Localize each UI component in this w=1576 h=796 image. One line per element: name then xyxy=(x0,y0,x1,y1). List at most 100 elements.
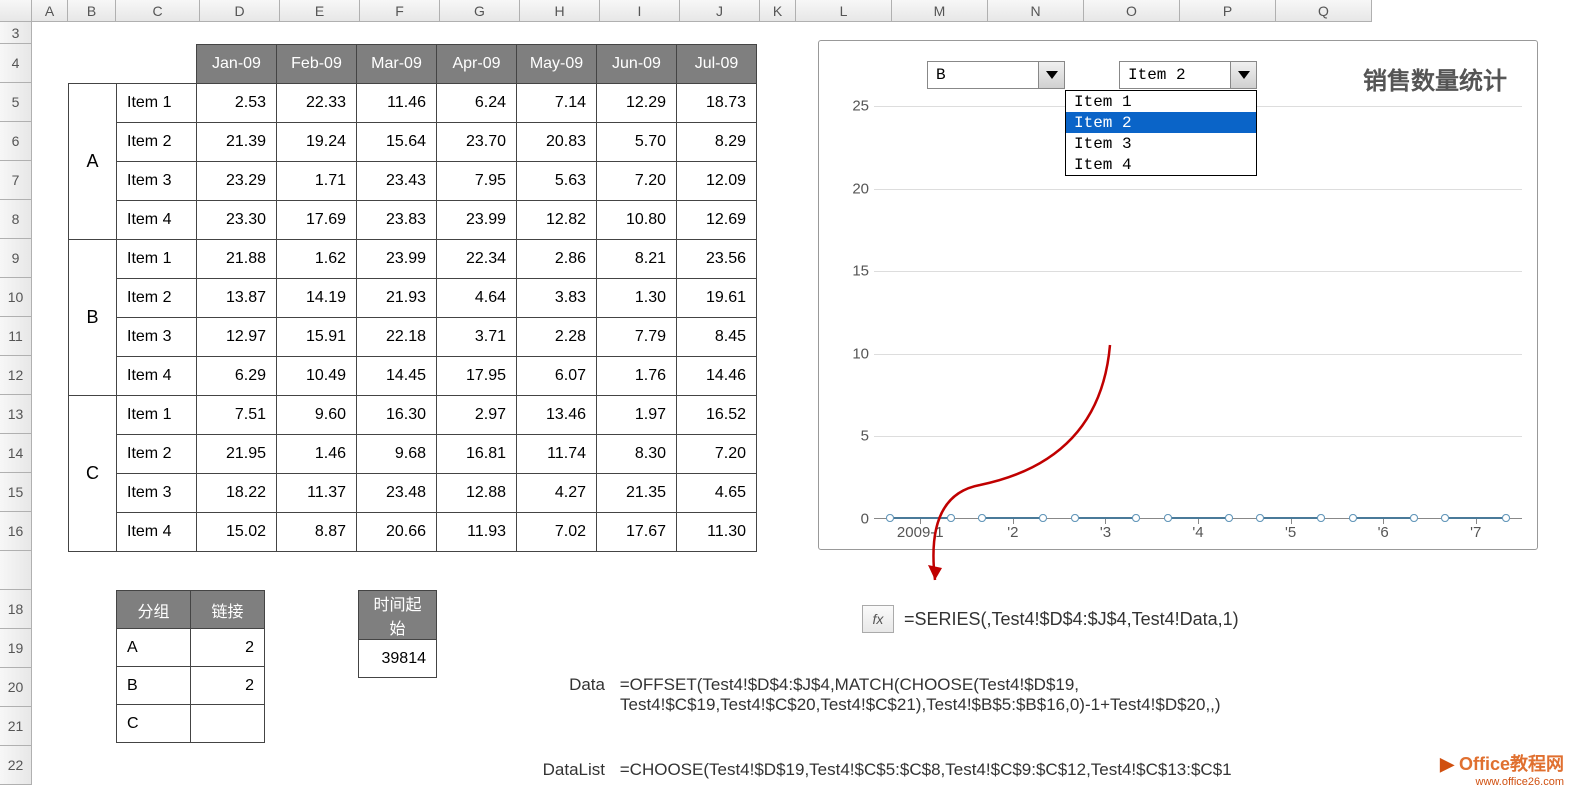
col-header[interactable]: J xyxy=(680,0,760,21)
data-cell[interactable]: 9.60 xyxy=(277,396,357,435)
row-header[interactable]: 8 xyxy=(0,200,32,239)
row-header[interactable]: 13 xyxy=(0,395,32,434)
data-cell[interactable]: 8.87 xyxy=(277,513,357,552)
data-cell[interactable]: 14.45 xyxy=(357,357,437,396)
dropdown-option[interactable]: Item 1 xyxy=(1066,91,1256,112)
col-header[interactable]: K xyxy=(760,0,796,21)
data-cell[interactable]: 2.53 xyxy=(197,84,277,123)
col-header[interactable]: B xyxy=(68,0,116,21)
data-cell[interactable]: 8.29 xyxy=(677,123,757,162)
data-cell[interactable]: 17.95 xyxy=(437,357,517,396)
data-cell[interactable]: 18.22 xyxy=(197,474,277,513)
data-cell[interactable]: 11.93 xyxy=(437,513,517,552)
col-header[interactable]: F xyxy=(360,0,440,21)
data-cell[interactable]: 5.63 xyxy=(517,162,597,201)
data-cell[interactable]: 12.69 xyxy=(677,201,757,240)
data-cell[interactable]: 10.49 xyxy=(277,357,357,396)
data-cell[interactable]: 4.27 xyxy=(517,474,597,513)
data-cell[interactable]: 4.64 xyxy=(437,279,517,318)
data-cell[interactable]: 22.34 xyxy=(437,240,517,279)
data-cell[interactable]: 12.97 xyxy=(197,318,277,357)
data-cell[interactable]: 7.95 xyxy=(437,162,517,201)
data-cell[interactable]: 11.46 xyxy=(357,84,437,123)
row-header[interactable]: 19 xyxy=(0,629,32,668)
row-header[interactable]: 20 xyxy=(0,668,32,707)
col-header[interactable]: E xyxy=(280,0,360,21)
row-header[interactable]: 14 xyxy=(0,434,32,473)
data-cell[interactable]: 1.62 xyxy=(277,240,357,279)
row-header[interactable] xyxy=(0,551,32,590)
col-header[interactable] xyxy=(0,0,32,21)
row-header[interactable]: 4 xyxy=(0,44,32,83)
data-cell[interactable]: 5.70 xyxy=(597,123,677,162)
dropdown-option[interactable]: Item 3 xyxy=(1066,133,1256,154)
data-cell[interactable]: 8.45 xyxy=(677,318,757,357)
data-cell[interactable]: 21.35 xyxy=(597,474,677,513)
data-cell[interactable]: 16.81 xyxy=(437,435,517,474)
data-cell[interactable]: 12.82 xyxy=(517,201,597,240)
data-cell[interactable]: 23.30 xyxy=(197,201,277,240)
col-header[interactable]: Q xyxy=(1276,0,1372,21)
data-cell[interactable]: 16.30 xyxy=(357,396,437,435)
dropdown-option[interactable]: Item 2 xyxy=(1066,112,1256,133)
data-cell[interactable]: 7.79 xyxy=(597,318,677,357)
data-cell[interactable]: 16.52 xyxy=(677,396,757,435)
data-cell[interactable]: 22.18 xyxy=(357,318,437,357)
data-cell[interactable]: 9.68 xyxy=(357,435,437,474)
dropdown-button[interactable] xyxy=(1230,62,1256,88)
data-cell[interactable]: 23.48 xyxy=(357,474,437,513)
data-cell[interactable]: 17.67 xyxy=(597,513,677,552)
data-cell[interactable]: 17.69 xyxy=(277,201,357,240)
data-cell[interactable]: 8.21 xyxy=(597,240,677,279)
col-header[interactable]: A xyxy=(32,0,68,21)
data-cell[interactable]: 21.39 xyxy=(197,123,277,162)
data-cell[interactable]: 2.86 xyxy=(517,240,597,279)
data-cell[interactable]: 21.95 xyxy=(197,435,277,474)
data-cell[interactable]: 6.29 xyxy=(197,357,277,396)
data-cell[interactable]: 11.37 xyxy=(277,474,357,513)
row-header[interactable]: 11 xyxy=(0,317,32,356)
col-header[interactable]: P xyxy=(1180,0,1276,21)
data-cell[interactable]: 20.83 xyxy=(517,123,597,162)
data-cell[interactable]: 11.30 xyxy=(677,513,757,552)
sales-chart[interactable]: 销售数量统计 B Item 2 Item 1Item 2Item 3Item 4… xyxy=(818,40,1538,550)
col-header[interactable]: I xyxy=(600,0,680,21)
data-cell[interactable]: 1.46 xyxy=(277,435,357,474)
data-cell[interactable]: 23.70 xyxy=(437,123,517,162)
data-cell[interactable]: 7.51 xyxy=(197,396,277,435)
data-cell[interactable]: 15.02 xyxy=(197,513,277,552)
data-cell[interactable]: 23.99 xyxy=(357,240,437,279)
group-selector[interactable]: B xyxy=(927,61,1065,89)
data-cell[interactable]: 12.29 xyxy=(597,84,677,123)
dropdown-option[interactable]: Item 4 xyxy=(1066,154,1256,175)
data-cell[interactable]: 13.46 xyxy=(517,396,597,435)
data-cell[interactable]: 6.07 xyxy=(517,357,597,396)
data-cell[interactable]: 22.33 xyxy=(277,84,357,123)
data-cell[interactable]: 13.87 xyxy=(197,279,277,318)
data-cell[interactable]: 1.30 xyxy=(597,279,677,318)
data-cell[interactable]: 7.20 xyxy=(677,435,757,474)
data-cell[interactable]: 1.97 xyxy=(597,396,677,435)
group-link-table[interactable]: 分组 链接 A2B2C xyxy=(116,590,265,743)
data-cell[interactable]: 21.93 xyxy=(357,279,437,318)
item-dropdown-list[interactable]: Item 1Item 2Item 3Item 4 xyxy=(1065,90,1257,176)
col-header[interactable]: H xyxy=(520,0,600,21)
data-cell[interactable]: 23.56 xyxy=(677,240,757,279)
data-cell[interactable]: 2.97 xyxy=(437,396,517,435)
data-cell[interactable]: 3.83 xyxy=(517,279,597,318)
data-cell[interactable]: 12.88 xyxy=(437,474,517,513)
data-cell[interactable]: 14.46 xyxy=(677,357,757,396)
main-data-table[interactable]: Jan-09Feb-09Mar-09Apr-09May-09Jun-09Jul-… xyxy=(68,44,757,552)
data-cell[interactable]: 23.29 xyxy=(197,162,277,201)
col-header[interactable]: O xyxy=(1084,0,1180,21)
col-header[interactable]: G xyxy=(440,0,520,21)
row-header[interactable]: 22 xyxy=(0,746,32,785)
data-cell[interactable]: 1.76 xyxy=(597,357,677,396)
col-header[interactable]: D xyxy=(200,0,280,21)
row-header[interactable]: 18 xyxy=(0,590,32,629)
fx-icon[interactable]: fx xyxy=(862,605,894,633)
data-cell[interactable]: 15.91 xyxy=(277,318,357,357)
col-header[interactable]: C xyxy=(116,0,200,21)
data-cell[interactable]: 21.88 xyxy=(197,240,277,279)
col-header[interactable]: N xyxy=(988,0,1084,21)
